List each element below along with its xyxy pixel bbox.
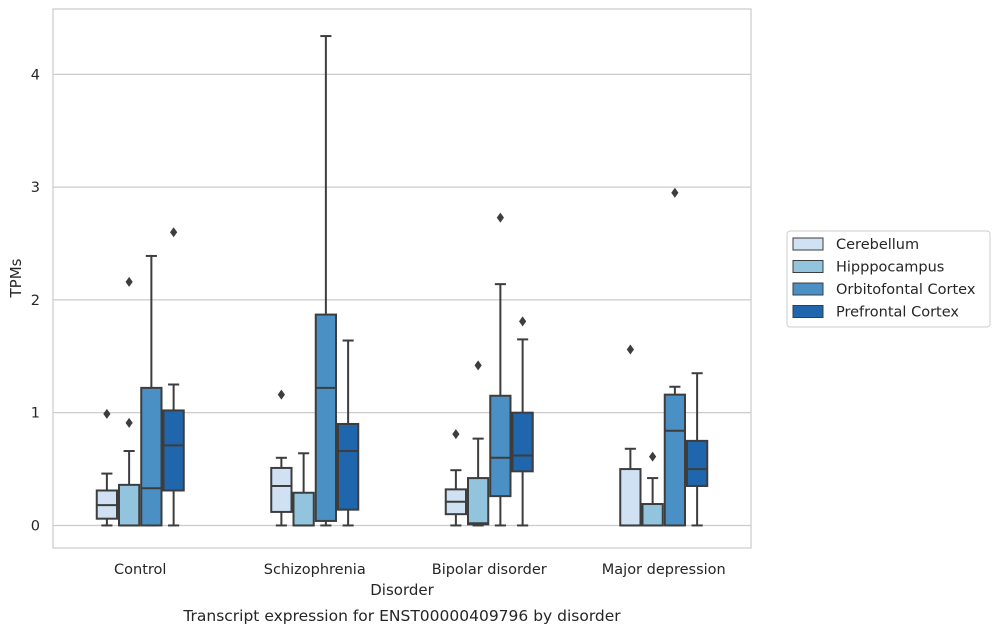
box-body — [489, 394, 512, 498]
y-tick-label: 3 — [31, 180, 40, 196]
box-body — [467, 477, 490, 526]
box-body — [685, 439, 709, 487]
legend-swatch — [792, 237, 824, 251]
legend-label: Cerebellum — [836, 237, 919, 253]
box-body — [641, 503, 664, 527]
x-tick-label: Major depression — [602, 562, 726, 578]
box-group — [162, 227, 185, 527]
box-group — [118, 276, 141, 527]
outlier-point — [277, 389, 285, 400]
box-group — [685, 372, 709, 527]
y-tick-label: 0 — [31, 518, 40, 534]
legend: Cerebellum Hipppocampus Orbitofontal Corte… — [786, 230, 991, 328]
y-tick-label: 1 — [31, 406, 40, 422]
x-tick-label: Schizophrenia — [264, 562, 366, 578]
legend-swatch — [792, 305, 824, 318]
y-tick-labels: 0 1 2 3 4 — [31, 67, 40, 534]
legend-label: Hipppocampus — [836, 260, 944, 276]
outlier-point — [519, 316, 527, 327]
box-group — [140, 254, 163, 527]
box-group — [489, 212, 512, 527]
box-body — [314, 313, 337, 522]
y-tick-label: 4 — [31, 67, 40, 83]
box-body — [336, 422, 360, 511]
box-group — [444, 429, 468, 527]
box-group — [511, 316, 534, 527]
box-body — [140, 386, 163, 527]
outlier-point — [103, 408, 111, 419]
boxes — [95, 35, 709, 527]
box-body — [511, 411, 534, 473]
box-group — [467, 360, 490, 527]
outlier-point — [474, 360, 482, 371]
box-body — [162, 409, 185, 492]
outlier-point — [649, 451, 657, 462]
outlier-point — [452, 429, 460, 440]
box-group — [619, 344, 642, 527]
chart-caption: Transcript expression for ENST0000040979… — [182, 607, 621, 625]
x-tick-label: Bipolar disorder — [432, 562, 547, 578]
y-axis-label: TPMs — [7, 258, 25, 298]
outlier-point — [626, 344, 634, 355]
outlier-point — [496, 212, 504, 223]
legend-label: Prefrontal Cortex — [836, 305, 959, 321]
plot-frame — [52, 8, 752, 549]
box-body — [663, 393, 686, 527]
outlier-point — [125, 417, 133, 428]
box-group — [336, 339, 360, 527]
x-tick-labels: Control Schizophrenia Bipolar disorder Majo… — [114, 562, 726, 578]
legend-swatch — [792, 282, 824, 296]
box-group — [641, 451, 664, 527]
x-tick-label: Control — [114, 562, 166, 578]
box-group — [314, 35, 337, 527]
legend-items: Cerebellum Hipppocampus Orbitofontal Corte… — [792, 237, 976, 321]
legend-label: Orbitofontal Cortex — [836, 282, 976, 298]
box-body — [292, 491, 315, 527]
box-group — [292, 452, 315, 527]
box-body — [118, 483, 141, 527]
box-group — [663, 187, 686, 527]
outlier-point — [671, 187, 679, 198]
box-group — [270, 389, 293, 527]
box-body — [270, 466, 293, 513]
outlier-point — [170, 227, 178, 238]
y-tick-label: 2 — [31, 293, 40, 309]
legend-frame — [786, 230, 991, 328]
outlier-point — [125, 276, 133, 287]
x-axis-label: Disorder — [370, 581, 434, 599]
box-group — [95, 408, 119, 527]
legend-swatch — [792, 260, 824, 273]
box-body — [619, 468, 642, 527]
